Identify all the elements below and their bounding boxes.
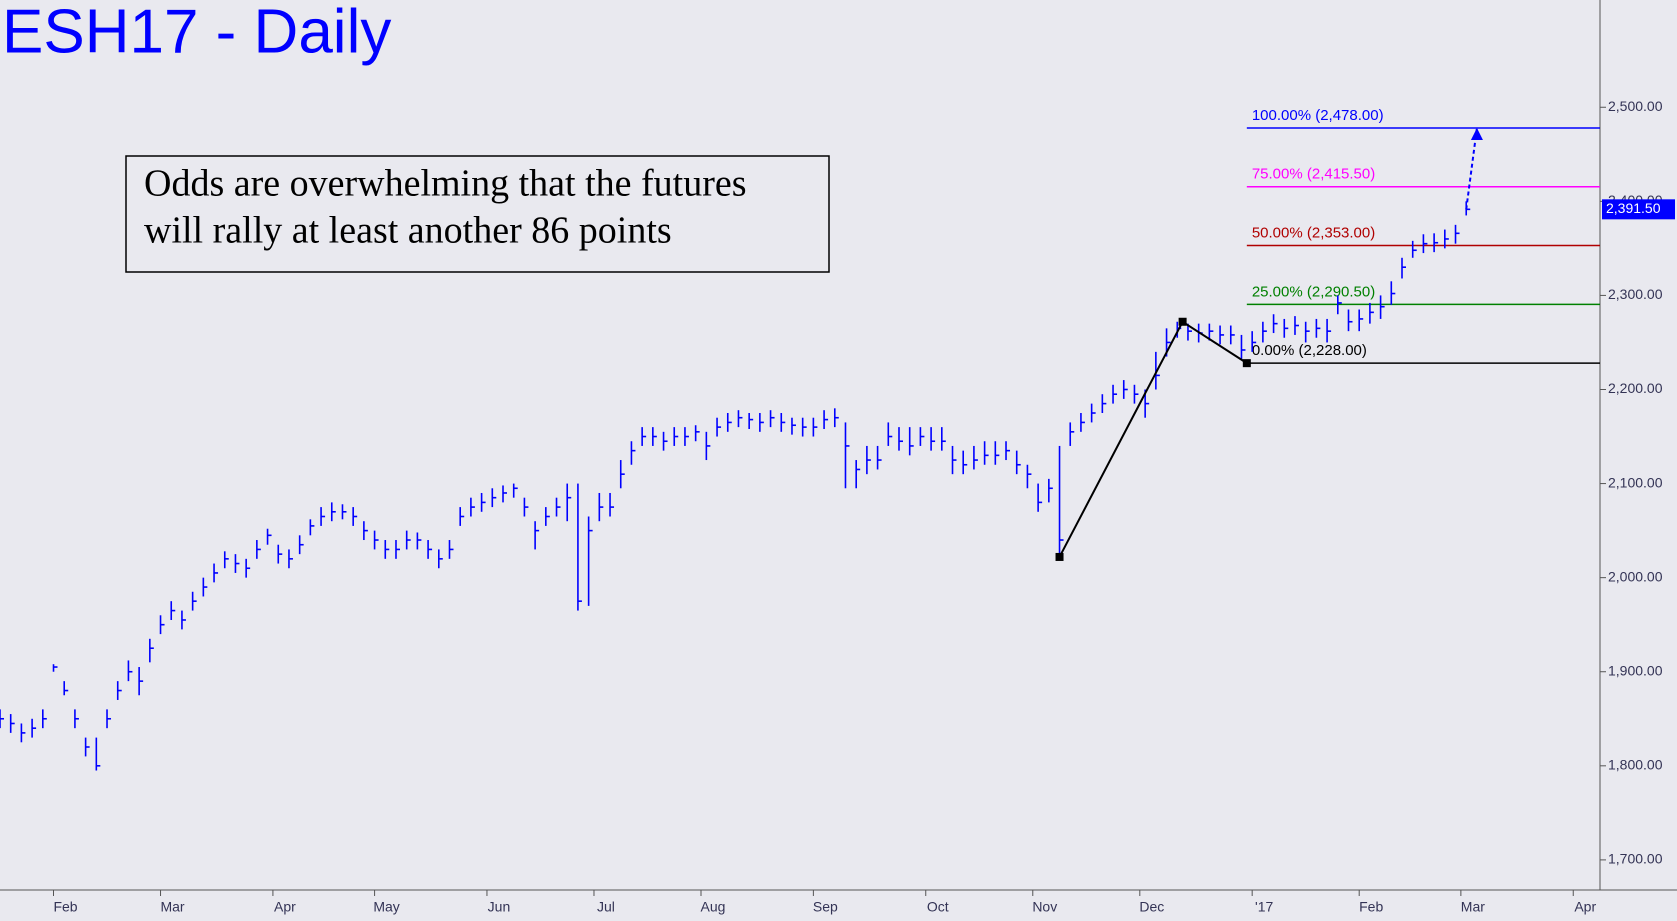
fib-label: 0.00% (2,228.00) bbox=[1252, 342, 1367, 359]
last-price-box bbox=[1602, 199, 1675, 220]
x-tick-label: Dec bbox=[1139, 899, 1164, 915]
x-tick-label: Jun bbox=[488, 899, 511, 915]
x-tick-label: '17 bbox=[1255, 899, 1273, 915]
y-tick-label: 1,700.00 bbox=[1608, 851, 1663, 867]
swing-point bbox=[1178, 317, 1187, 326]
fib-label: 25.00% (2,290.50) bbox=[1252, 283, 1375, 300]
x-tick-label: Feb bbox=[1359, 899, 1383, 915]
fib-label: 75.00% (2,415.50) bbox=[1252, 166, 1375, 183]
y-tick-label: 2,500.00 bbox=[1608, 98, 1663, 114]
x-tick-label: May bbox=[373, 899, 399, 915]
y-tick-label: 2,300.00 bbox=[1608, 286, 1663, 302]
x-tick-label: Aug bbox=[701, 899, 726, 915]
x-tick-label: Apr bbox=[1574, 899, 1596, 915]
fib-label: 50.00% (2,353.00) bbox=[1252, 225, 1375, 242]
annotation-box bbox=[125, 155, 830, 273]
x-tick-label: Feb bbox=[53, 899, 77, 915]
x-tick-label: Mar bbox=[1461, 899, 1485, 915]
y-tick-label: 2,000.00 bbox=[1608, 568, 1663, 584]
y-tick-label: 2,200.00 bbox=[1608, 380, 1663, 396]
x-tick-label: Apr bbox=[274, 899, 296, 915]
projection-arrow bbox=[1470, 127, 1483, 140]
x-tick-label: Sep bbox=[813, 899, 838, 915]
swing-point bbox=[1242, 359, 1251, 368]
y-tick-label: 2,100.00 bbox=[1608, 474, 1663, 490]
annotation-line: Odds are overwhelming that the futures bbox=[144, 163, 747, 205]
swing-point bbox=[1055, 552, 1064, 561]
last-price-label: 2,391.50 bbox=[1606, 200, 1661, 216]
x-tick-label: Jul bbox=[597, 899, 615, 915]
x-tick-label: Mar bbox=[160, 899, 184, 915]
x-tick-label: Oct bbox=[927, 899, 949, 915]
y-tick-label: 1,900.00 bbox=[1608, 662, 1663, 678]
annotation-line: will rally at least another 86 points bbox=[144, 210, 672, 252]
chart-title: ESH17 - Daily bbox=[2, 0, 391, 66]
y-tick-label: 1,800.00 bbox=[1608, 757, 1663, 773]
fib-label: 100.00% (2,478.00) bbox=[1252, 107, 1384, 124]
x-tick-label: Nov bbox=[1032, 899, 1057, 915]
